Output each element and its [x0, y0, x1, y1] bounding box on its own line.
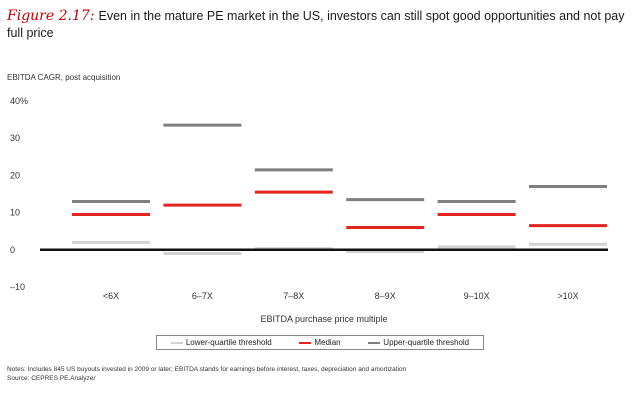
y-axis-label: EBITDA CAGR, post acquisition — [7, 73, 121, 82]
x-tick-label: 6–7X — [192, 291, 213, 301]
legend-swatch-median — [299, 341, 312, 344]
legend-label-median: Median — [314, 338, 341, 347]
y-tick-label: 10 — [10, 208, 20, 218]
legend-item-median: Median — [299, 338, 341, 347]
x-tick-label: 8–9X — [375, 291, 396, 301]
legend-item-lower: Lower-quartile threshold — [170, 338, 272, 347]
figure-label: Figure 2.17: — [7, 8, 95, 24]
notes-line: Notes: Includes 845 US buyouts invested … — [7, 366, 407, 373]
legend-item-upper: Upper-quartile threshold — [368, 338, 469, 347]
y-tick-label: 30 — [10, 133, 20, 143]
notes: Notes: Includes 845 US buyouts invested … — [7, 365, 406, 383]
chart-title: Figure 2.17: Even in the mature PE market… — [7, 8, 627, 42]
legend-label-lower: Lower-quartile threshold — [185, 338, 272, 347]
y-tick-label: 40% — [10, 96, 28, 106]
x-axis-title: EBITDA purchase price multiple — [260, 314, 387, 324]
x-tick-label: >10X — [557, 291, 578, 301]
y-tick-label: 20 — [10, 170, 20, 180]
legend-swatch-lower — [170, 341, 183, 344]
legend-label-upper: Upper-quartile threshold — [383, 338, 470, 347]
legend-swatch-upper — [368, 341, 381, 344]
x-tick-label: 9–10X — [464, 291, 490, 301]
source-line: Source: CEPRES PE.Analyzer — [7, 375, 96, 382]
legend: Lower-quartile threshold Median Upper-qu… — [156, 335, 484, 350]
x-tick-label: <6X — [103, 291, 119, 301]
x-tick-label: 7–8X — [283, 291, 304, 301]
y-tick-label: 0 — [10, 245, 15, 255]
title-text: Even in the mature PE market in the US, … — [7, 9, 625, 40]
y-tick-label: –10 — [10, 282, 25, 292]
